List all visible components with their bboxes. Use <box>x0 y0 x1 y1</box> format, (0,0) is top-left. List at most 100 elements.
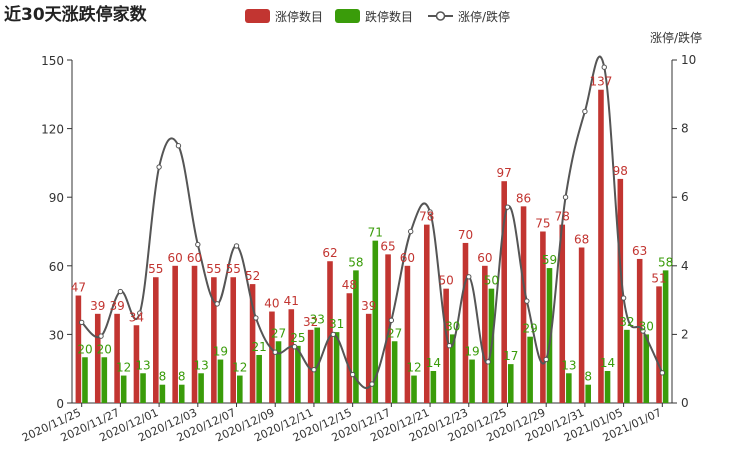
legend-label: 涨停/跌停 <box>458 9 510 24</box>
legend[interactable]: 涨停数目 跌停数目 涨停/跌停 <box>245 9 510 24</box>
limit-down-label: 17 <box>503 349 518 363</box>
legend-swatch <box>245 9 270 23</box>
limit-down-label: 8 <box>159 370 167 384</box>
ratio-line-path <box>80 55 664 390</box>
limit-down-label: 29 <box>522 322 537 336</box>
limit-down-bar <box>82 357 88 403</box>
limit-up-bar <box>520 206 527 403</box>
limit-down-bar <box>178 384 185 403</box>
ratio-point <box>369 381 375 387</box>
ratio-point <box>291 344 298 350</box>
limit-down-label: 12 <box>406 361 421 375</box>
limit-up-label: 40 <box>264 297 279 311</box>
limit-down-bar <box>527 336 533 403</box>
limit-down-label: 12 <box>232 361 247 375</box>
limit-up-bar <box>540 231 546 403</box>
limit-up-label: 60 <box>400 251 415 265</box>
limit-down-bar <box>295 345 301 403</box>
ratio-point <box>466 274 472 280</box>
limit-down-bar <box>430 370 437 403</box>
right-tick-label: 10 <box>681 53 696 67</box>
ratio-point <box>98 333 104 339</box>
limit-down-bar <box>217 359 224 403</box>
limit-up-bar <box>656 286 662 403</box>
limit-up-bar <box>133 325 140 403</box>
limit-up-bar <box>443 288 449 403</box>
limit-up-bar <box>75 295 82 403</box>
limit-up-bar <box>482 265 488 403</box>
ratio-point <box>485 359 491 365</box>
limit-up-label: 60 <box>168 251 183 265</box>
limit-up-bar <box>578 247 585 403</box>
limit-up-bar <box>211 277 217 403</box>
left-tick-label: 120 <box>41 123 64 137</box>
ratio-point <box>156 164 162 170</box>
limit-down-label: 25 <box>290 331 305 345</box>
limit-down-label: 27 <box>387 326 402 340</box>
right-axis-label: 涨停/跌停 <box>650 30 702 45</box>
ratio-point <box>175 143 182 149</box>
limit-down-label: 8 <box>584 370 592 384</box>
limit-up-bar <box>423 224 430 403</box>
ratio-point <box>117 288 124 295</box>
ratio-point <box>78 319 85 326</box>
right-tick-label: 6 <box>681 190 689 204</box>
limit-up-bar <box>365 313 372 403</box>
limit-up-label: 39 <box>90 299 105 313</box>
legend-item[interactable]: 跌停数目 <box>335 9 413 24</box>
limit-down-label: 71 <box>368 226 383 240</box>
ratio-point <box>311 367 317 373</box>
ratio-point <box>349 371 356 378</box>
limit-down-label: 12 <box>116 361 131 375</box>
limit-up-bar <box>462 242 469 403</box>
limit-up-label: 78 <box>419 210 434 224</box>
legend-item[interactable]: 涨停/跌停 <box>428 9 510 24</box>
limit-up-label: 39 <box>109 299 124 313</box>
limit-down-label: 32 <box>619 315 634 329</box>
left-tick-label: 0 <box>56 397 64 411</box>
limit-down-label: 33 <box>310 313 325 327</box>
limit-down-bar <box>372 240 379 403</box>
limit-down-label: 19 <box>213 345 228 359</box>
ratio-point <box>446 343 453 349</box>
limit-up-label: 34 <box>129 310 144 324</box>
ratio-point <box>330 331 336 338</box>
ratio-point <box>582 108 588 115</box>
ratio-line <box>78 55 666 390</box>
left-tick-label: 60 <box>49 260 64 274</box>
limit-down-bar <box>643 334 650 403</box>
limit-down-bar <box>624 329 630 403</box>
ratio-point <box>272 349 278 355</box>
limit-down-label: 20 <box>97 342 112 356</box>
ratio-point <box>524 298 530 304</box>
data-labels: 47 39 39 34 55 60 60 55 55 52 40 41 32 62 48 39 65 60 78 50… <box>71 75 674 384</box>
legend-item[interactable]: 涨停数目 <box>245 9 323 24</box>
limit-up-bar <box>288 309 295 403</box>
limit-up-bar <box>617 178 624 403</box>
right-tick-label: 2 <box>681 327 689 341</box>
ratio-point <box>659 370 666 376</box>
limit-up-label: 65 <box>380 239 395 253</box>
limit-up-label: 55 <box>226 262 241 276</box>
limit-up-label: 51 <box>651 271 666 285</box>
limit-down-label: 19 <box>464 345 479 359</box>
limit-up-label: 86 <box>516 191 531 205</box>
legend-marker <box>435 11 446 21</box>
limit-down-label: 13 <box>561 358 576 372</box>
right-tick-label: 4 <box>681 259 689 273</box>
legend-label: 跌停数目 <box>365 9 413 24</box>
limit-down-label: 20 <box>77 342 92 356</box>
limit-down-label: 13 <box>135 358 150 372</box>
limit-up-label: 98 <box>613 164 628 178</box>
limit-down-bar <box>411 375 417 403</box>
ratio-point <box>233 243 240 249</box>
right-tick-label: 8 <box>681 122 689 136</box>
limit-down-bar <box>159 384 166 403</box>
limit-up-label: 75 <box>535 217 550 231</box>
limit-down-bar <box>198 373 204 403</box>
limit-up-bar <box>636 258 643 403</box>
limit-down-bar <box>566 373 572 403</box>
ratio-point <box>427 209 433 215</box>
limit-down-bar <box>256 354 262 403</box>
